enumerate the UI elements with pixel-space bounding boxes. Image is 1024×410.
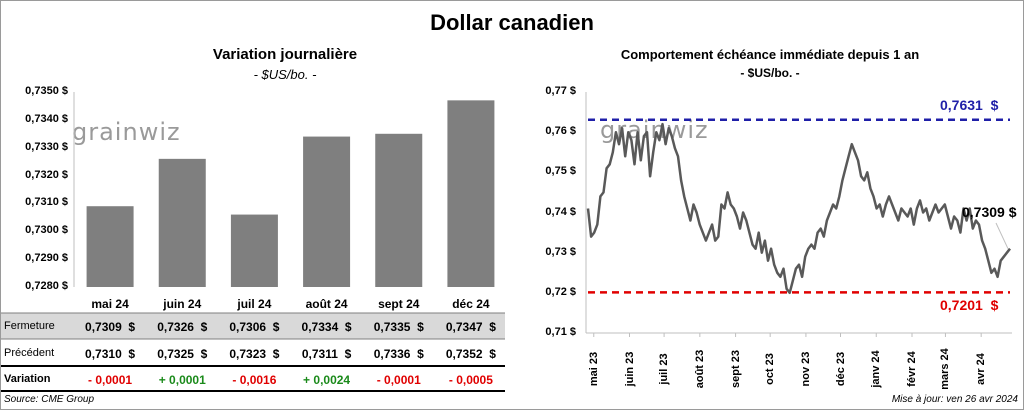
line-x-tick-label: nov 23 bbox=[799, 351, 812, 387]
line-x-tick-label: août 23 bbox=[693, 349, 706, 389]
row-label-variation: Variation bbox=[4, 373, 51, 385]
bar-category-label: déc 24 bbox=[452, 297, 490, 311]
line-y-tick: 0,77 $ bbox=[545, 85, 576, 97]
grainwiz-logo: grainwiz bbox=[72, 118, 181, 146]
variation-cell: - 0,0005 bbox=[448, 373, 493, 387]
line-x-tick-label: mai 23 bbox=[587, 351, 600, 387]
line-y-tick: 0,71 $ bbox=[545, 326, 576, 338]
series-line bbox=[586, 122, 1011, 295]
bar-y-tick: 0,7340 $ bbox=[25, 112, 68, 125]
precedent-cell: 0,7352 $ bbox=[445, 347, 496, 361]
fermeture-cell: 0,7306 $ bbox=[229, 320, 280, 334]
variation-cell: - 0,0001 bbox=[88, 373, 133, 387]
precedent-cell: 0,7323 $ bbox=[229, 347, 280, 361]
bar-category-label: mai 24 bbox=[91, 297, 129, 311]
bar-y-tick: 0,7320 $ bbox=[25, 168, 68, 181]
bar-y-tick: 0,7300 $ bbox=[25, 224, 68, 237]
bar-y-tick: 0,7330 $ bbox=[25, 140, 68, 153]
line-x-tick-label: sept 23 bbox=[729, 350, 742, 388]
reference-value-label: 0,7201 $ bbox=[940, 297, 999, 314]
right-panel-title: Comportement échéance immédiate depuis 1… bbox=[620, 47, 920, 62]
line-x-tick-label: janv 24 bbox=[870, 350, 883, 388]
fermeture-row-bg bbox=[1, 313, 505, 339]
line-x-tick-label: févr 24 bbox=[905, 351, 918, 387]
row-label-precedent: Précédent bbox=[4, 347, 55, 359]
right-panel-unit: - $US/bo. - bbox=[740, 66, 800, 80]
bar-category-label: sept 24 bbox=[378, 297, 420, 311]
row-label-fermeture: Fermeture bbox=[4, 320, 55, 332]
variation-cell: - 0,0016 bbox=[232, 373, 277, 387]
bar bbox=[86, 206, 134, 287]
line-y-tick: 0,72 $ bbox=[545, 285, 576, 298]
left-panel-title: Variation journalière bbox=[212, 46, 358, 63]
line-y-tick: 0,75 $ bbox=[545, 165, 576, 178]
bar-category-label: juil 24 bbox=[237, 297, 272, 311]
bar bbox=[158, 158, 206, 287]
line-x-tick-label: juin 23 bbox=[623, 351, 636, 387]
fermeture-cell: 0,7335 $ bbox=[373, 320, 424, 334]
update-note: Mise à jour: ven 26 avr 2024 bbox=[891, 394, 1018, 405]
precedent-cell: 0,7311 $ bbox=[301, 347, 352, 361]
variation-cell: + 0,0024 bbox=[303, 373, 351, 387]
fermeture-cell: 0,7347 $ bbox=[445, 320, 496, 334]
bar-y-tick: 0,7290 $ bbox=[25, 252, 68, 265]
bar bbox=[303, 136, 351, 287]
line-x-tick-label: déc 23 bbox=[834, 351, 847, 387]
last-value-label: 0,7309 $ bbox=[962, 204, 1017, 220]
bar-category-label: août 24 bbox=[305, 297, 348, 311]
line-x-tick-label: mars 24 bbox=[939, 348, 952, 390]
line-y-tick: 0,73 $ bbox=[545, 245, 576, 258]
line-x-tick-label: oct 23 bbox=[764, 353, 777, 385]
bar bbox=[447, 100, 495, 287]
bar bbox=[230, 214, 278, 287]
precedent-cell: 0,7310 $ bbox=[85, 347, 136, 361]
bar-y-tick: 0,7280 $ bbox=[25, 280, 68, 292]
fermeture-cell: 0,7309 $ bbox=[85, 320, 136, 334]
line-y-tick: 0,74 $ bbox=[545, 205, 576, 218]
line-x-tick-label: avr 24 bbox=[975, 353, 988, 385]
left-panel-unit: - $US/bo. - bbox=[253, 67, 317, 82]
bar-y-tick: 0,7350 $ bbox=[25, 85, 68, 97]
variation-cell: + 0,0001 bbox=[158, 373, 206, 387]
last-value-leader bbox=[995, 222, 1009, 249]
main-title: Dollar canadien bbox=[430, 10, 594, 35]
bar-category-label: juin 24 bbox=[163, 297, 202, 311]
bar bbox=[375, 133, 423, 287]
line-y-tick: 0,76 $ bbox=[545, 125, 576, 138]
bar-y-tick: 0,7310 $ bbox=[25, 196, 68, 209]
fermeture-cell: 0,7326 $ bbox=[157, 320, 208, 334]
precedent-cell: 0,7325 $ bbox=[157, 347, 208, 361]
reference-value-label: 0,7631 $ bbox=[940, 96, 999, 113]
precedent-cell: 0,7336 $ bbox=[373, 347, 424, 361]
variation-cell: - 0,0001 bbox=[376, 373, 421, 387]
line-x-tick-label: juil 23 bbox=[658, 353, 671, 385]
fermeture-cell: 0,7334 $ bbox=[301, 320, 352, 334]
source-note: Source: CME Group bbox=[4, 394, 95, 405]
